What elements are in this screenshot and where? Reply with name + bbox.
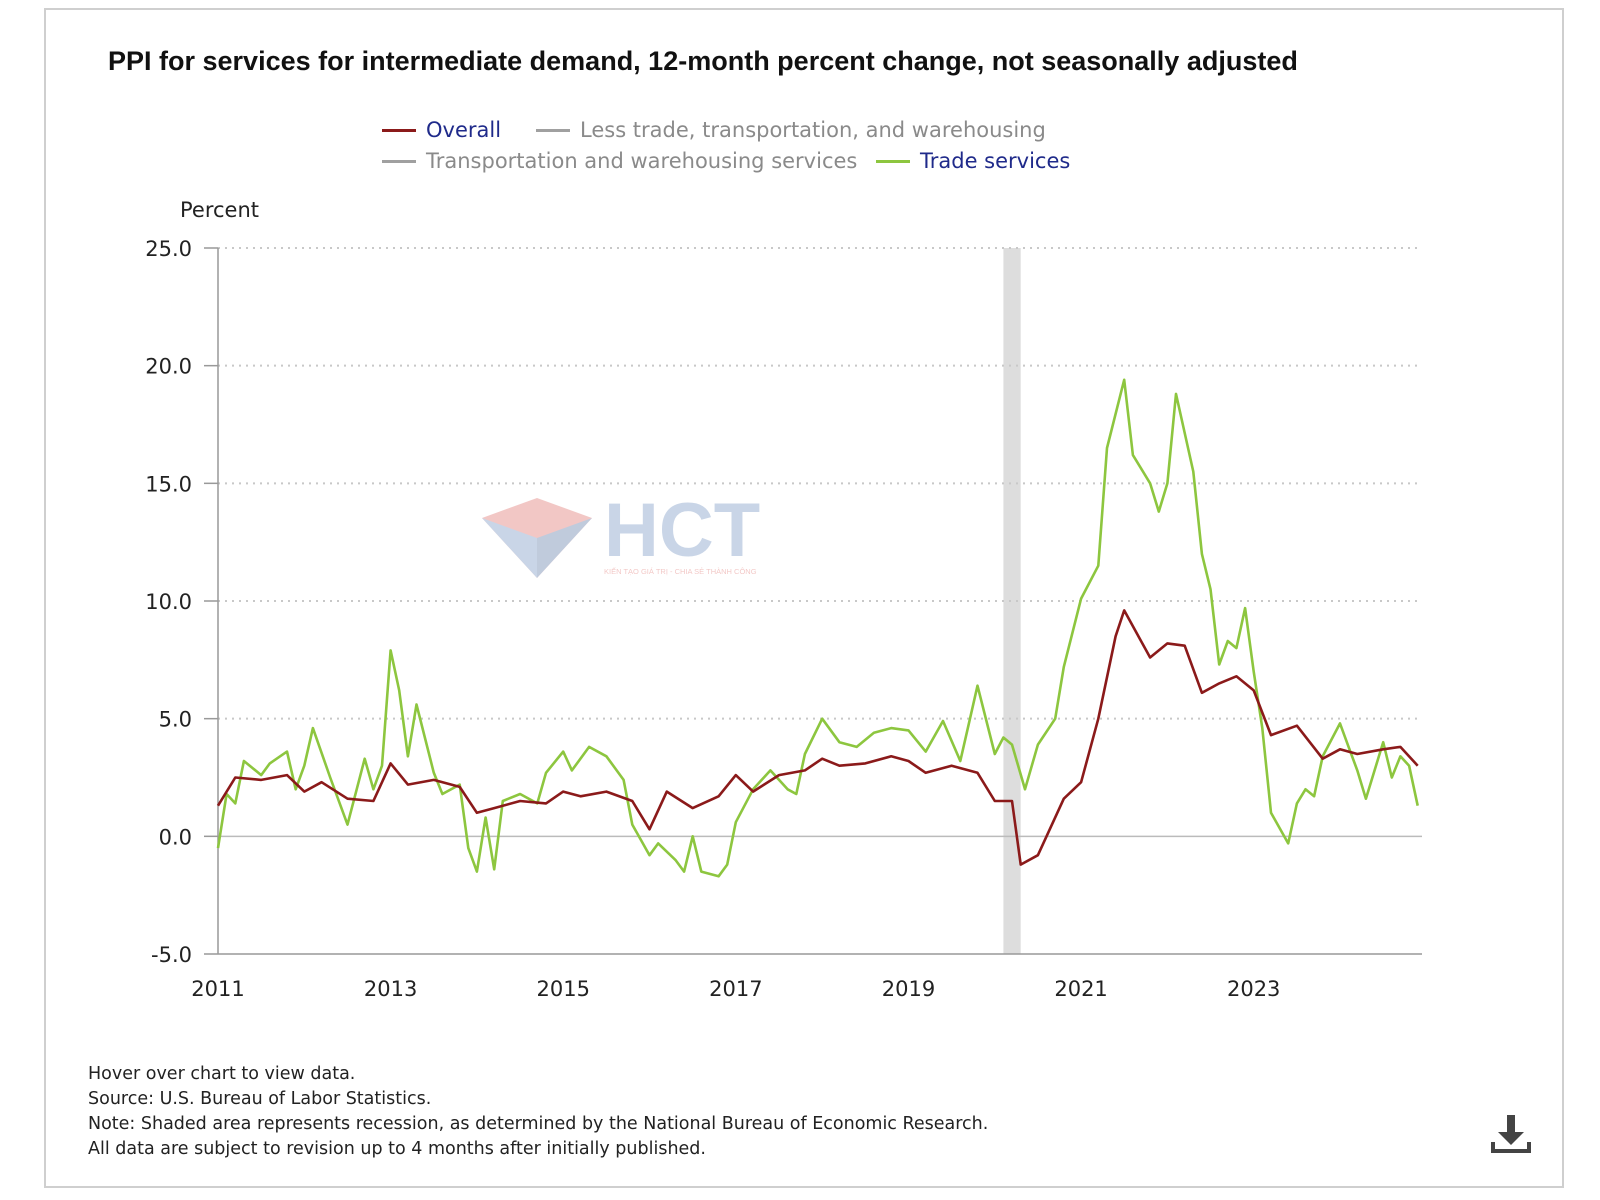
- y-tick-label: 20.0: [145, 355, 192, 379]
- x-tick-label: 2021: [1054, 977, 1107, 1001]
- hover-hint: Hover over chart to view data.: [88, 1064, 356, 1084]
- legend-swatch-overall: [382, 128, 416, 132]
- watermark-brand: HCT: [604, 498, 760, 573]
- legend-label: Trade services: [920, 149, 1071, 173]
- x-tick-label: 2023: [1227, 977, 1280, 1001]
- watermark-tagline: KIẾN TẠO GIÁ TRỊ - CHIA SẺ THÀNH CÔNG: [604, 566, 757, 576]
- y-tick-label: 10.0: [145, 590, 192, 614]
- y-axis-label: Percent: [180, 198, 260, 222]
- y-tick-label: 5.0: [159, 708, 192, 732]
- y-tick-label: 0.0: [159, 825, 192, 849]
- download-icon: [1491, 1115, 1531, 1153]
- legend-item-transportation[interactable]: Transportation and warehousing services: [382, 149, 857, 173]
- source-note: Source: U.S. Bureau of Labor Statistics.: [88, 1089, 432, 1109]
- legend-swatch-less-trade: [536, 128, 570, 132]
- x-tick-label: 2015: [537, 977, 590, 1001]
- chart-title: PPI for services for intermediate demand…: [108, 46, 1298, 76]
- chart-frame: [44, 8, 1564, 1188]
- y-tick-label: 15.0: [145, 472, 192, 496]
- legend-item-overall[interactable]: Overall: [382, 118, 501, 142]
- recession-band: [1003, 248, 1021, 954]
- series-line-trade-services: [216, 378, 1419, 878]
- legend-label: Transportation and warehousing services: [426, 149, 858, 173]
- recession-note: Note: Shaded area represents recession, …: [88, 1114, 989, 1134]
- chart-notes: Hover over chart to view data. Source: U…: [88, 1062, 988, 1162]
- legend-label: Less trade, transportation, and warehous…: [580, 118, 1046, 142]
- y-tick-label: 25.0: [145, 237, 192, 261]
- legend-swatch-trade-services: [876, 159, 910, 163]
- legend-swatch-transportation: [382, 159, 416, 163]
- legend-label: Overall: [426, 118, 502, 142]
- series-line-overall: [216, 609, 1419, 866]
- hct-watermark: HCT KIẾN TẠO GIÁ TRỊ - CHIA SẺ THÀNH CÔN…: [482, 488, 782, 598]
- x-tick-label: 2019: [882, 977, 935, 1001]
- x-tick-label: 2017: [709, 977, 762, 1001]
- download-button[interactable]: [1488, 1112, 1534, 1158]
- y-tick-label: -5.0: [151, 943, 192, 967]
- legend-item-less-trade[interactable]: Less trade, transportation, and warehous…: [536, 118, 1046, 142]
- revision-note: All data are subject to revision up to 4…: [88, 1139, 706, 1159]
- watermark-logo-right: [537, 518, 592, 578]
- x-tick-label: 2013: [364, 977, 417, 1001]
- watermark-logo-top: [482, 498, 592, 578]
- legend-item-trade-services[interactable]: Trade services: [876, 149, 1070, 173]
- watermark-logo-left: [482, 518, 537, 578]
- x-tick-label: 2011: [191, 977, 244, 1001]
